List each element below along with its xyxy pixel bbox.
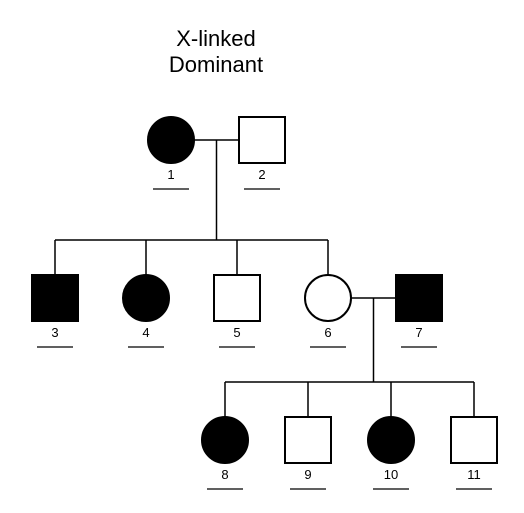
node-label-8: 8 <box>221 467 228 482</box>
pedigree-node-3 <box>32 275 78 321</box>
pedigree-node-9 <box>285 417 331 463</box>
pedigree-node-8 <box>202 417 248 463</box>
pedigree-node-7 <box>396 275 442 321</box>
node-label-10: 10 <box>384 467 398 482</box>
title-line1: X-linked <box>176 26 255 51</box>
node-label-5: 5 <box>233 325 240 340</box>
node-label-2: 2 <box>258 167 265 182</box>
node-label-9: 9 <box>304 467 311 482</box>
pedigree-node-1 <box>148 117 194 163</box>
node-label-6: 6 <box>324 325 331 340</box>
node-label-7: 7 <box>415 325 422 340</box>
pedigree-node-10 <box>368 417 414 463</box>
node-label-3: 3 <box>51 325 58 340</box>
node-label-1: 1 <box>167 167 174 182</box>
title-line2: Dominant <box>169 52 263 77</box>
pedigree-node-5 <box>214 275 260 321</box>
pedigree-node-4 <box>123 275 169 321</box>
node-label-4: 4 <box>142 325 149 340</box>
pedigree-node-11 <box>451 417 497 463</box>
pedigree-node-6 <box>305 275 351 321</box>
pedigree-node-2 <box>239 117 285 163</box>
node-label-11: 11 <box>467 467 481 482</box>
